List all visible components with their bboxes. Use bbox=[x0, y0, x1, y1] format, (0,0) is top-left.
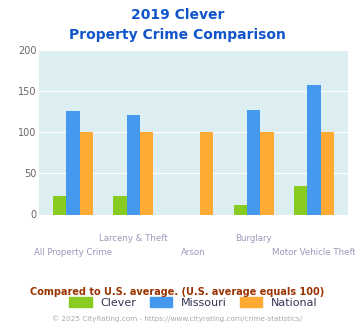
Bar bbox=[234, 205, 247, 214]
Bar bbox=[321, 132, 334, 214]
Text: Arson: Arson bbox=[181, 248, 206, 257]
Text: All Property Crime: All Property Crime bbox=[34, 248, 112, 257]
Text: Motor Vehicle Theft: Motor Vehicle Theft bbox=[272, 248, 355, 257]
Text: Burglary: Burglary bbox=[235, 234, 272, 243]
Text: 2019 Clever: 2019 Clever bbox=[131, 8, 224, 22]
Bar bbox=[140, 132, 153, 214]
Legend: Clever, Missouri, National: Clever, Missouri, National bbox=[65, 293, 322, 312]
Bar bbox=[53, 196, 66, 214]
Bar bbox=[294, 185, 307, 214]
Bar bbox=[127, 115, 140, 214]
Bar bbox=[66, 112, 80, 214]
Bar bbox=[247, 110, 260, 214]
Bar bbox=[200, 132, 213, 214]
Bar bbox=[113, 196, 127, 214]
Bar bbox=[80, 132, 93, 214]
Text: Compared to U.S. average. (U.S. average equals 100): Compared to U.S. average. (U.S. average … bbox=[31, 287, 324, 297]
Bar bbox=[307, 85, 321, 214]
Bar bbox=[260, 132, 274, 214]
Text: © 2025 CityRating.com - https://www.cityrating.com/crime-statistics/: © 2025 CityRating.com - https://www.city… bbox=[53, 316, 302, 322]
Text: Property Crime Comparison: Property Crime Comparison bbox=[69, 28, 286, 42]
Text: Larceny & Theft: Larceny & Theft bbox=[99, 234, 168, 243]
